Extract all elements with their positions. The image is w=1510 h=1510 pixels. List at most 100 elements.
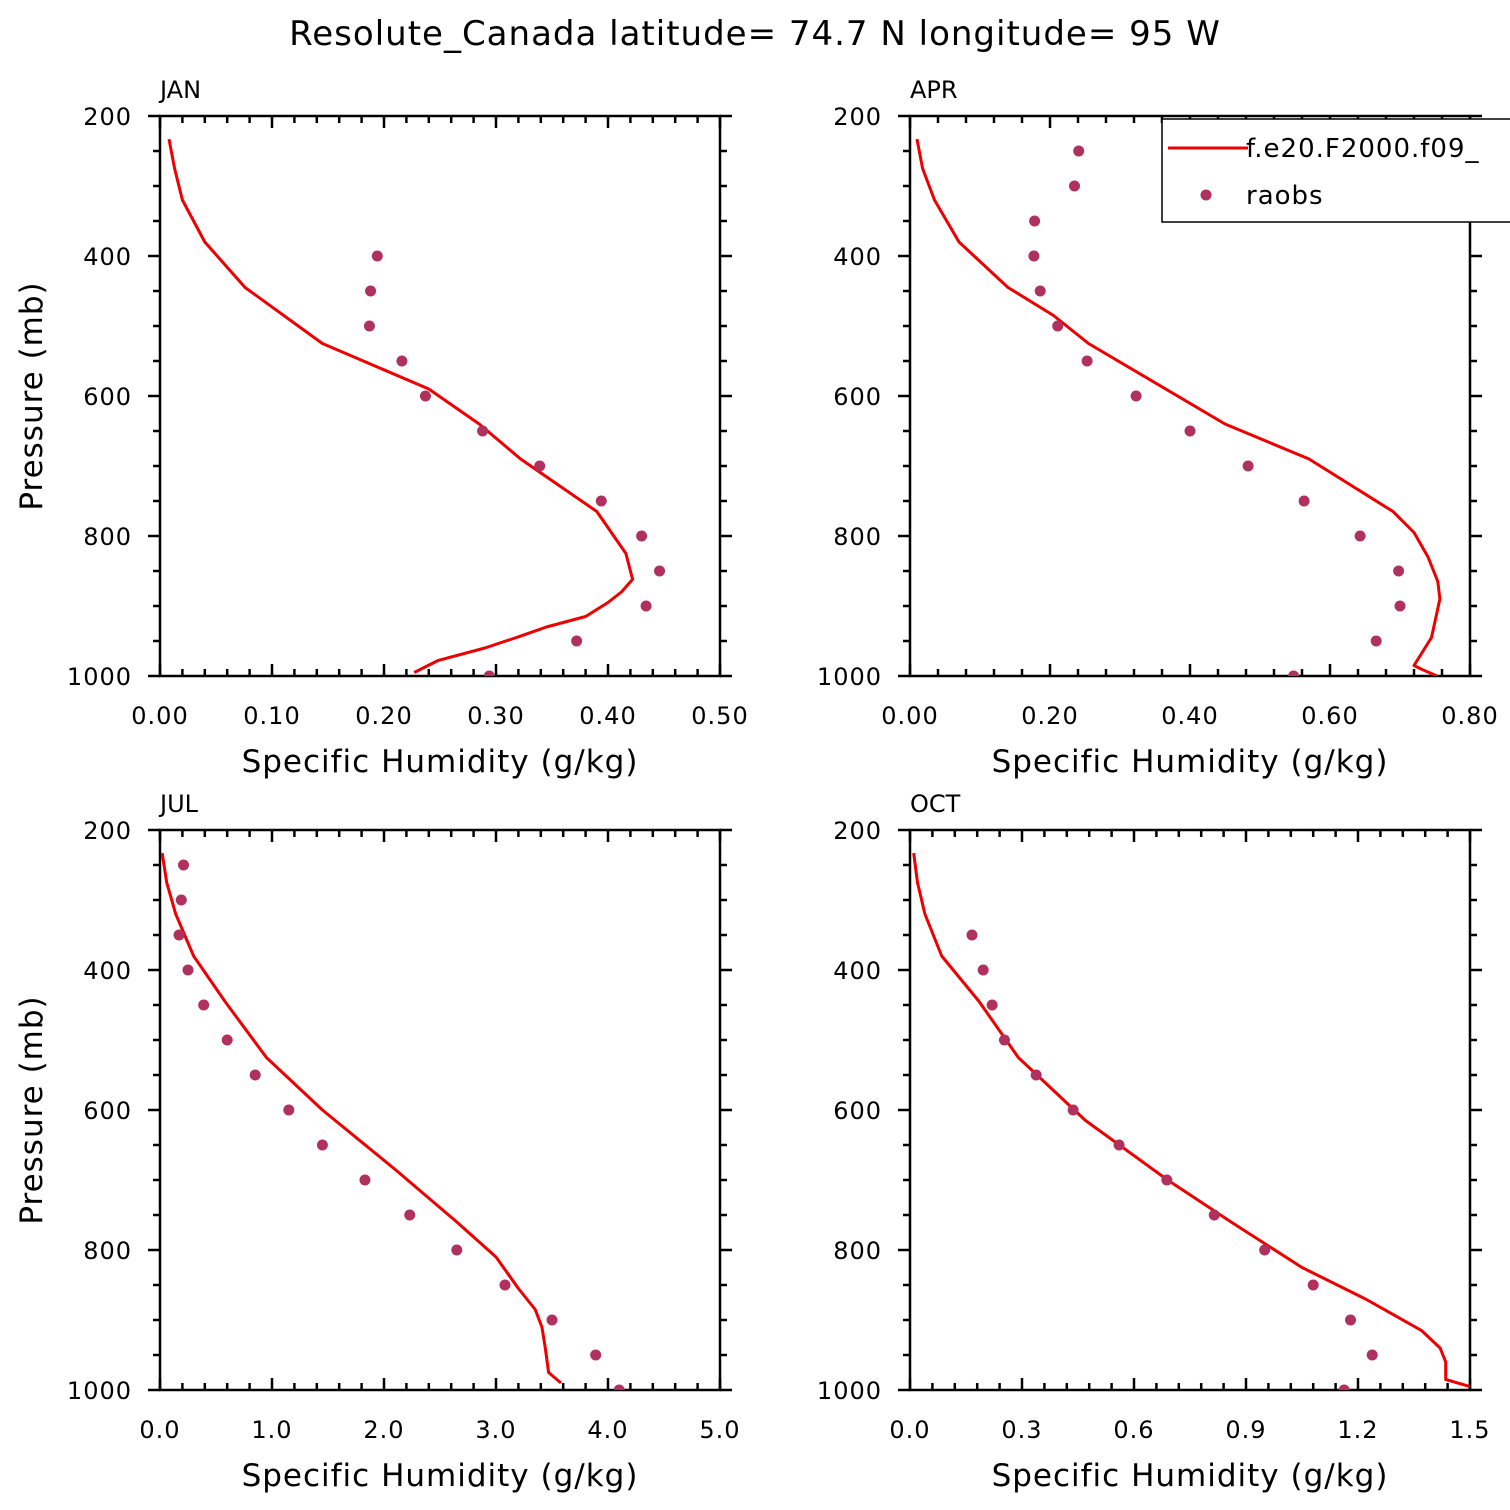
raobs-point <box>590 1349 602 1361</box>
raobs-point <box>1288 670 1300 676</box>
series-group <box>160 852 625 1390</box>
y-axis-label: Pressure (mb) <box>14 995 50 1224</box>
raobs-point <box>365 285 377 297</box>
x-tick-label: 0.20 <box>1021 702 1078 730</box>
y-tick-label: 800 <box>833 1237 882 1265</box>
y-tick-label: 200 <box>833 103 882 131</box>
y-tick-label: 200 <box>83 817 132 845</box>
raobs-point <box>1242 460 1254 472</box>
x-tick-label: 0.40 <box>579 702 636 730</box>
raobs-point <box>1393 565 1405 577</box>
raobs-point <box>1069 180 1080 192</box>
panel-jul: JUL 0.0 1.0 2.0 3.0 4.0 5.0 200 400 600 800 1000 Spe… <box>14 790 740 1494</box>
raobs-point <box>182 964 194 976</box>
raobs-point <box>499 1279 511 1291</box>
figure-title: Resolute_Canada latitude= 74.7 N longitu… <box>289 14 1221 54</box>
y-tick-label: 1000 <box>817 1377 882 1405</box>
raobs-point <box>178 859 190 871</box>
raobs-point <box>1130 390 1142 402</box>
x-tick-label: 0.80 <box>1441 702 1498 730</box>
raobs-point <box>363 320 375 332</box>
raobs-point <box>1029 215 1041 227</box>
raobs-point <box>1073 145 1085 157</box>
model-line <box>912 852 1470 1388</box>
x-tick-label: 0.40 <box>1161 702 1218 730</box>
raobs-point <box>640 600 652 612</box>
raobs-point <box>1338 1384 1350 1390</box>
x-tick-label: 0.60 <box>1301 702 1358 730</box>
x-tick-label: 2.0 <box>363 1416 404 1444</box>
plot-frame <box>908 828 1472 1392</box>
legend-model-label: f.e20.F2000.f09_ <box>1246 134 1480 164</box>
raobs-point <box>1259 1244 1271 1256</box>
raobs-point <box>283 1104 295 1116</box>
raobs-point <box>613 1384 625 1390</box>
raobs-point <box>1366 1349 1378 1361</box>
legend-raobs-marker <box>1200 189 1212 201</box>
model-line <box>167 138 635 674</box>
y-tick-label: 400 <box>833 243 882 271</box>
raobs-point <box>175 894 187 906</box>
raobs-point <box>419 390 431 402</box>
panel-jan: JAN 0.00 0.10 0.20 0.30 0.40 0.50 200 400 600 800 1… <box>14 76 748 780</box>
x-axis-label: Specific Humidity (g/kg) <box>242 744 639 780</box>
y-tick-label: 600 <box>83 1097 132 1125</box>
raobs-point <box>477 425 489 437</box>
legend-raobs-label: raobs <box>1246 181 1324 211</box>
x-tick-label: 0.0 <box>889 1416 930 1444</box>
raobs-point <box>1208 1209 1220 1221</box>
raobs-point <box>1030 1069 1042 1081</box>
x-tick-label: 0.9 <box>1225 1416 1266 1444</box>
raobs-point <box>1394 600 1406 612</box>
y-tick-label: 600 <box>83 383 132 411</box>
y-tick-label: 400 <box>833 957 882 985</box>
raobs-point <box>998 1034 1010 1046</box>
x-axis-label: Specific Humidity (g/kg) <box>242 1458 639 1494</box>
raobs-point <box>173 929 185 941</box>
raobs-point <box>986 999 998 1011</box>
legend-box <box>1161 118 1510 223</box>
x-axis-label: Specific Humidity (g/kg) <box>992 1458 1389 1494</box>
raobs-point <box>1052 320 1064 332</box>
y-tick-label: 400 <box>83 957 132 985</box>
y-tick-label: 1000 <box>67 1377 132 1405</box>
y-tick-label: 600 <box>833 1097 882 1125</box>
raobs-point <box>1113 1139 1125 1151</box>
raobs-point <box>1298 495 1310 507</box>
y-axis-label: Pressure (mb) <box>14 281 50 510</box>
panel-label: JAN <box>158 76 201 104</box>
raobs-point <box>977 964 989 976</box>
x-tick-label: 4.0 <box>587 1416 628 1444</box>
raobs-point <box>1034 285 1046 297</box>
raobs-point <box>483 670 495 676</box>
x-tick-label: 0.30 <box>467 702 524 730</box>
panel-label: OCT <box>910 790 961 818</box>
x-tick-label: 0.10 <box>243 702 300 730</box>
x-tick-label: 3.0 <box>475 1416 516 1444</box>
x-tick-label: 5.0 <box>699 1416 740 1444</box>
y-tick-label: 200 <box>83 103 132 131</box>
raobs-point <box>1081 355 1093 367</box>
raobs-point <box>396 355 408 367</box>
x-tick-label: 0.00 <box>881 702 938 730</box>
raobs-point <box>1370 635 1382 647</box>
model-line <box>160 852 562 1385</box>
panel-label: JUL <box>158 790 199 818</box>
raobs-point <box>1067 1104 1079 1116</box>
y-tick-label: 600 <box>833 383 882 411</box>
raobs-point <box>316 1139 328 1151</box>
raobs-point <box>371 250 383 262</box>
x-tick-label: 0.50 <box>691 702 748 730</box>
raobs-point <box>534 460 546 472</box>
y-tick-label: 200 <box>833 817 882 845</box>
raobs-point <box>546 1314 558 1326</box>
raobs-point <box>359 1174 371 1186</box>
panel-label: APR <box>910 76 958 104</box>
raobs-point <box>1184 425 1196 437</box>
raobs-point <box>1307 1279 1319 1291</box>
y-tick-label: 800 <box>83 523 132 551</box>
raobs-point <box>1161 1174 1173 1186</box>
x-tick-label: 0.00 <box>131 702 188 730</box>
raobs-point <box>1345 1314 1357 1326</box>
